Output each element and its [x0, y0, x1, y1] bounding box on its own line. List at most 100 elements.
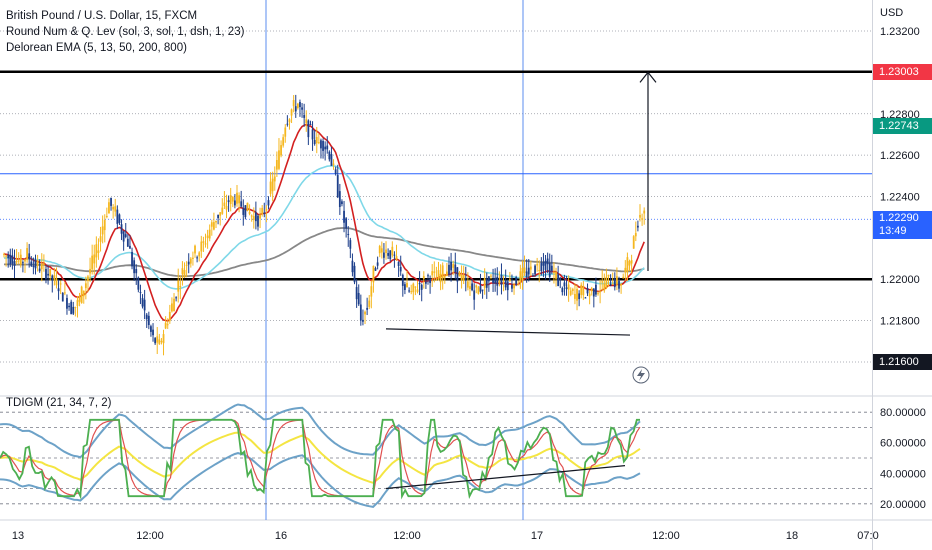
- candle-body: [548, 263, 551, 277]
- candle-body: [15, 260, 18, 263]
- candle-body: [364, 311, 366, 315]
- candle-body: [437, 270, 440, 280]
- indicator-round-num[interactable]: Round Num & Q. Lev (sol, 3, sol, 1, dsh,…: [6, 26, 245, 38]
- candle-body: [473, 290, 476, 300]
- candle-body: [47, 273, 49, 276]
- candle-body: [343, 210, 345, 223]
- candle-body: [595, 284, 597, 295]
- ema-mid-line: [3, 165, 645, 290]
- oscillator-legend[interactable]: TDIGM (21, 34, 7, 2): [6, 397, 112, 409]
- price-axis-tick: 1.22600: [880, 150, 920, 162]
- candle-body: [540, 263, 543, 271]
- candle-body: [11, 255, 14, 264]
- candle-body: [389, 250, 392, 259]
- candle-body: [162, 334, 165, 344]
- candle-body: [103, 220, 106, 231]
- oscillator-axis: 80.00000 60.00000 40.00000 20.00000: [880, 407, 926, 511]
- indicator-delorean-ema[interactable]: Delorean EMA (5, 13, 50, 200, 800): [6, 42, 187, 54]
- candle-body: [223, 202, 226, 207]
- symbol-title[interactable]: British Pound / U.S. Dollar, 15, FXCM: [6, 10, 198, 22]
- time-axis-label: 18: [786, 530, 798, 542]
- candle-body: [97, 250, 100, 253]
- candle-body: [599, 291, 602, 293]
- candle-body: [17, 260, 20, 262]
- candle-body: [508, 279, 511, 282]
- candle-body: [561, 288, 564, 293]
- candle-body: [613, 278, 616, 288]
- candle-body: [84, 283, 87, 289]
- candle-body: [462, 275, 465, 281]
- candle-body: [38, 268, 41, 272]
- candle-body: [481, 289, 484, 291]
- time-axis-label: 12:00: [393, 530, 421, 542]
- candle-body: [626, 257, 629, 273]
- candle-body: [68, 305, 70, 308]
- oscillator-axis-tick: 80.00000: [880, 407, 926, 419]
- candle-body: [571, 289, 574, 291]
- candle-body: [263, 212, 266, 214]
- candle-body: [315, 137, 318, 144]
- candle-body: [7, 254, 10, 258]
- candle-body: [42, 263, 45, 265]
- candle-body: [320, 140, 322, 149]
- candle-body: [492, 279, 494, 284]
- candle-body: [324, 146, 327, 150]
- candle-body: [609, 283, 612, 286]
- candle-body: [401, 274, 404, 286]
- time-axis-label: 12:00: [136, 530, 164, 542]
- candle-body: [72, 306, 75, 314]
- ema-price-label: 1.22743: [873, 117, 932, 134]
- candle-body: [288, 119, 291, 123]
- candle-body: [368, 300, 371, 307]
- candle-body: [179, 286, 182, 288]
- candle-body: [61, 293, 64, 302]
- candle-body: [286, 123, 289, 125]
- candle-body: [246, 202, 249, 212]
- candle-body: [28, 253, 31, 260]
- candle-body: [563, 282, 566, 287]
- candle-body: [637, 225, 639, 228]
- candle-body: [454, 264, 457, 273]
- candle-body: [78, 296, 81, 302]
- candle-body: [21, 262, 24, 264]
- time-axis-label: 12:00: [652, 530, 680, 542]
- current-price-value: 1.22290: [879, 212, 919, 225]
- candle-body: [464, 278, 467, 280]
- candle-body: [278, 150, 280, 169]
- time-axis: 13 12:00 16 12:00 17 12:00 18 07:0: [12, 530, 879, 542]
- candle-body: [114, 206, 117, 212]
- candle-body: [479, 285, 482, 292]
- candle-body: [76, 300, 79, 306]
- candle-body: [469, 286, 471, 290]
- candle-body: [620, 284, 623, 286]
- candle-body: [261, 207, 264, 215]
- candle-body: [116, 209, 119, 224]
- candle-body: [525, 271, 528, 277]
- candle-body: [74, 306, 77, 308]
- candle-body: [559, 277, 562, 281]
- lightning-icon: [632, 366, 650, 384]
- candle-body: [129, 245, 131, 249]
- candle-body: [328, 151, 331, 160]
- candle-body: [471, 283, 473, 291]
- candle-body: [422, 275, 425, 279]
- candle-body: [133, 260, 136, 274]
- target-arrow-head: [639, 71, 657, 83]
- candle-body: [517, 284, 520, 286]
- candle-body: [416, 289, 419, 292]
- annotations: [385, 71, 657, 384]
- time-axis-label: 16: [275, 530, 287, 542]
- candle-body: [120, 224, 123, 234]
- price-axis-tick: 1.22400: [880, 192, 920, 204]
- lightning-icon-glyph: [637, 369, 645, 381]
- candle-body: [456, 267, 459, 282]
- candle-body: [301, 107, 303, 110]
- candle-body: [150, 326, 152, 332]
- candle-body: [183, 269, 186, 278]
- oscillator-signal-line: [0, 419, 641, 497]
- candle-body: [450, 261, 452, 271]
- candle-body: [412, 283, 415, 293]
- candle-body: [445, 271, 448, 277]
